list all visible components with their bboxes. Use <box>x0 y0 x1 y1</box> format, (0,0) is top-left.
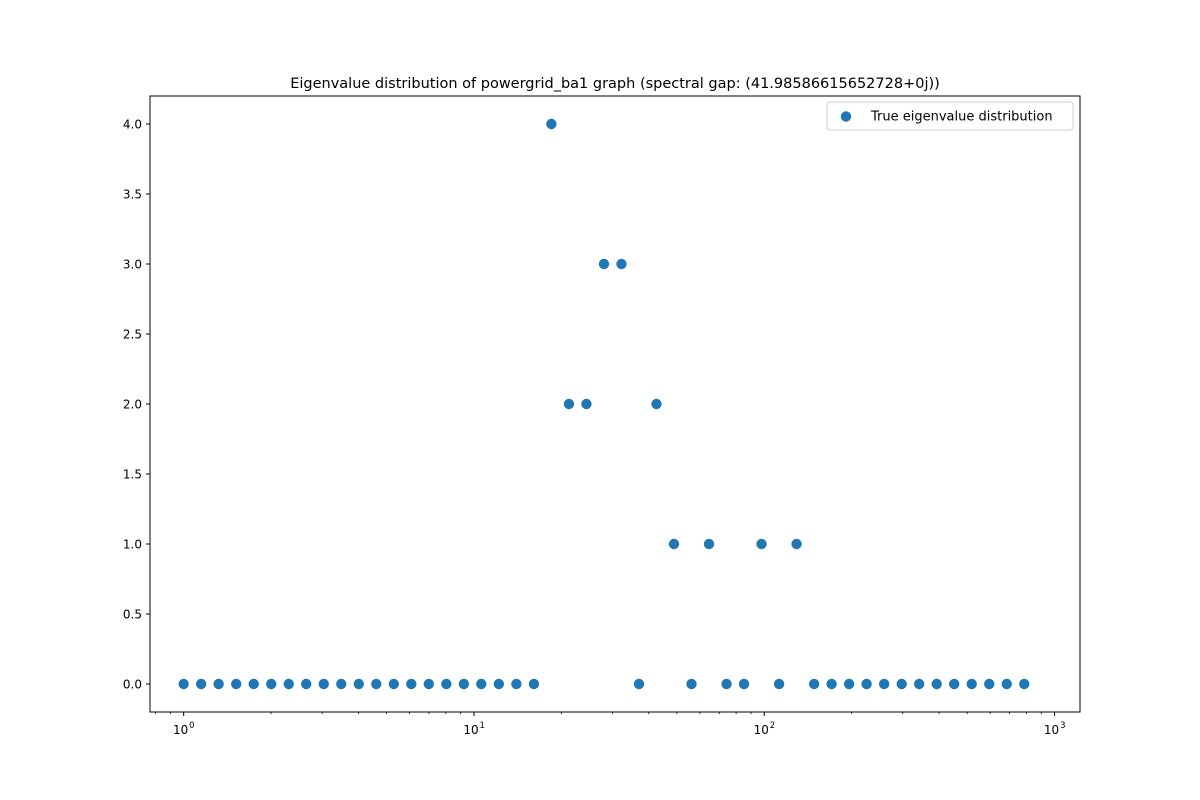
legend-box <box>826 101 1074 131</box>
y-tick-label: 3.5 <box>123 187 142 201</box>
x-tick-exponent: 2 <box>770 721 775 731</box>
data-point <box>703 538 715 550</box>
data-point <box>686 678 697 690</box>
data-point <box>353 678 364 690</box>
data-point <box>546 118 557 130</box>
data-point <box>318 678 329 690</box>
y-tick-label: 4.0 <box>123 117 142 131</box>
data-point <box>528 678 540 690</box>
y-tick-label: 1.0 <box>123 537 142 551</box>
series-points <box>178 118 1030 690</box>
x-tick-label: 10 <box>463 723 478 737</box>
data-point <box>476 678 487 690</box>
data-point <box>563 398 575 410</box>
data-point <box>984 678 995 690</box>
data-point <box>581 398 592 410</box>
data-point <box>423 678 435 690</box>
data-point <box>949 678 960 690</box>
x-tick-exponent: 0 <box>189 721 194 731</box>
data-point <box>301 678 312 690</box>
data-point <box>738 678 750 690</box>
data-point <box>843 678 855 690</box>
x-tick-exponent: 3 <box>1060 721 1065 731</box>
y-tick-label: 0.5 <box>123 607 142 621</box>
legend-marker <box>840 111 852 122</box>
data-point <box>231 678 242 690</box>
legend-label: True eigenvalue distribution <box>870 110 1053 125</box>
data-point <box>966 678 977 690</box>
data-point <box>213 678 224 690</box>
x-tick-exponent: 1 <box>479 721 484 731</box>
data-point <box>756 538 767 550</box>
data-point <box>441 678 452 690</box>
x-tick-label: 10 <box>1044 723 1059 737</box>
data-point <box>931 678 942 690</box>
data-point <box>913 678 925 690</box>
data-point <box>195 678 207 690</box>
data-point <box>1019 678 1030 690</box>
data-point <box>458 678 470 690</box>
data-point <box>826 678 837 690</box>
data-point <box>896 678 907 690</box>
data-point <box>511 678 522 690</box>
data-point <box>336 678 347 690</box>
data-point <box>861 678 872 690</box>
chart-title: Eigenvalue distribution of powergrid_ba1… <box>290 76 940 92</box>
x-tick-label: 10 <box>754 723 769 737</box>
data-point <box>808 678 820 690</box>
y-tick-label: 2.5 <box>123 327 142 341</box>
data-point <box>371 678 382 690</box>
data-point <box>283 678 294 690</box>
legend: True eigenvalue distribution <box>826 101 1074 131</box>
data-point <box>633 678 645 690</box>
data-point <box>878 678 890 690</box>
data-point <box>248 678 259 690</box>
data-point <box>178 678 189 690</box>
y-tick-label: 2.0 <box>123 397 142 411</box>
data-point <box>721 678 732 690</box>
data-point <box>773 678 785 690</box>
data-point <box>406 678 417 690</box>
data-point <box>668 538 680 550</box>
plot-area: 0.00.51.01.52.02.53.03.54.010 0 10 1 10 2 10 3 <box>123 95 1081 737</box>
data-point <box>791 538 802 550</box>
data-point <box>598 258 610 270</box>
data-point <box>493 678 505 690</box>
y-tick-label: 3.0 <box>123 257 142 271</box>
data-point <box>651 398 662 410</box>
data-point <box>266 678 277 690</box>
y-tick-label: 0.0 <box>123 677 142 691</box>
data-point <box>616 258 627 270</box>
data-point <box>1001 678 1012 690</box>
y-tick-label: 1.5 <box>123 467 142 481</box>
x-tick-label: 10 <box>173 723 188 737</box>
data-point <box>388 678 399 690</box>
